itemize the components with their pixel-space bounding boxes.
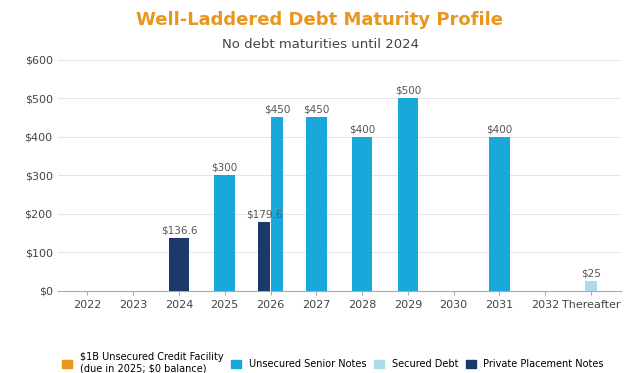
Text: $300: $300 [212, 163, 238, 173]
Bar [168, 238, 189, 291]
Bar [306, 117, 326, 291]
Text: $450: $450 [303, 105, 330, 115]
Text: No debt maturities until 2024: No debt maturities until 2024 [221, 38, 419, 51]
Bar [585, 281, 597, 291]
Bar [397, 98, 418, 291]
Text: $450: $450 [264, 105, 291, 115]
Text: $136.6: $136.6 [161, 226, 197, 236]
Bar [271, 117, 283, 291]
Legend: $1B Unsecured Credit Facility
(due in 2025; $0 balance), Unsecured Senior Notes,: $1B Unsecured Credit Facility (due in 20… [63, 352, 604, 373]
Text: $179.6: $179.6 [246, 209, 282, 219]
Bar [489, 137, 510, 291]
Text: $25: $25 [581, 269, 601, 279]
Text: Well-Laddered Debt Maturity Profile: Well-Laddered Debt Maturity Profile [136, 11, 504, 29]
Bar [258, 222, 269, 291]
Bar [214, 175, 235, 291]
Bar [352, 137, 372, 291]
Text: $500: $500 [395, 85, 421, 95]
Text: $400: $400 [486, 124, 513, 134]
Text: $400: $400 [349, 124, 375, 134]
